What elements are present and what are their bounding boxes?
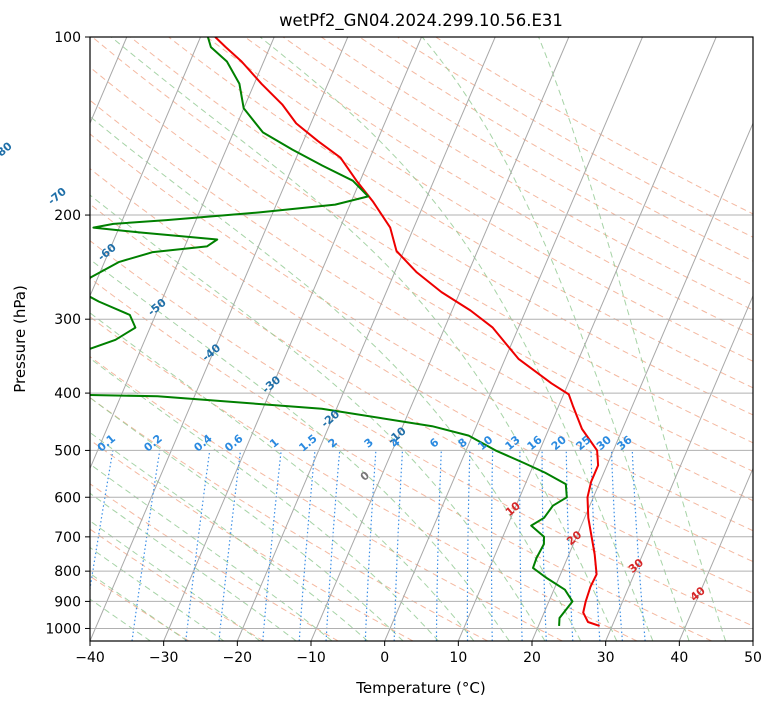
moist-adiabat-line bbox=[90, 520, 261, 641]
temperature-line bbox=[214, 37, 600, 627]
isotherm-line bbox=[531, 121, 753, 641]
isotherm-line bbox=[90, 37, 349, 641]
dry-adiabat-line bbox=[90, 99, 753, 502]
moist-adiabat-line bbox=[90, 431, 368, 641]
y-axis-title: Pressure (hPa) bbox=[11, 285, 29, 393]
dry-adiabat-line bbox=[90, 397, 488, 641]
moist-adiabat-line bbox=[90, 194, 546, 641]
mixing-ratio-line bbox=[131, 450, 161, 641]
x-tick-label: −10 bbox=[296, 650, 326, 666]
axes: −40 −30 −20 −10 0 10 20 30 40 50 100 200 300 400 500 60… bbox=[45, 30, 762, 666]
y-tick-label: 600 bbox=[54, 490, 81, 506]
isotherm-line bbox=[90, 37, 275, 470]
moist-adiabat-line bbox=[90, 463, 333, 641]
isotherm-line bbox=[605, 294, 753, 641]
dry-adiabat-line bbox=[167, 37, 753, 389]
y-tick-label: 700 bbox=[54, 530, 81, 546]
mixing-ratio-line bbox=[218, 450, 242, 641]
x-tick-label: 50 bbox=[744, 650, 762, 666]
isotherm-line bbox=[163, 37, 422, 641]
dry-adiabat-line bbox=[90, 439, 414, 641]
y-tick-label: 100 bbox=[54, 30, 81, 46]
dewpoint-line bbox=[90, 37, 574, 626]
isotherm-line bbox=[457, 37, 717, 641]
moist-adiabat-line bbox=[110, 37, 618, 641]
isotherm-line bbox=[236, 37, 496, 641]
dry-adiabat-line bbox=[90, 356, 563, 641]
isotherm-line bbox=[384, 37, 643, 641]
y-tick-label: 900 bbox=[54, 594, 81, 610]
isotherm-line bbox=[310, 37, 570, 641]
y-tick-label: 300 bbox=[54, 312, 81, 328]
sounding-lines bbox=[90, 37, 600, 627]
dry-adiabat-line bbox=[90, 203, 753, 594]
x-tick-label: 0 bbox=[380, 650, 389, 666]
moist-adiabat-line bbox=[90, 572, 188, 641]
moist-adiabat-line bbox=[421, 37, 690, 641]
y-tick-label: 200 bbox=[54, 208, 81, 224]
chart-title: wetPf2_GN04.2024.299.10.56.E31 bbox=[279, 11, 563, 31]
moist-adiabat-line bbox=[538, 37, 726, 641]
x-axis-title: Temperature (°C) bbox=[355, 679, 485, 697]
moist-adiabat-line bbox=[90, 312, 475, 641]
x-tick-label: 30 bbox=[597, 650, 615, 666]
dry-adiabat-line bbox=[90, 240, 753, 627]
x-tick-label: 10 bbox=[449, 650, 467, 666]
isotherm-line bbox=[90, 37, 201, 298]
dry-adiabat-line bbox=[90, 168, 753, 563]
y-tick-label: 1000 bbox=[45, 621, 81, 637]
moist-adiabat-line bbox=[90, 397, 404, 641]
x-tick-label: 40 bbox=[670, 650, 688, 666]
y-tick-label: 400 bbox=[54, 386, 81, 402]
plot-frame bbox=[89, 36, 754, 642]
dry-adiabat-line bbox=[90, 277, 712, 641]
moist-adiabat-line bbox=[259, 37, 654, 641]
moist-adiabat-line bbox=[90, 492, 297, 641]
dry-adiabat-line bbox=[90, 483, 339, 641]
moist-adiabat-line bbox=[90, 115, 582, 641]
mixing-ratio-line bbox=[262, 450, 282, 641]
mixing-ratio-line bbox=[185, 450, 211, 641]
x-tick-label: 20 bbox=[523, 650, 541, 666]
plot-area bbox=[90, 37, 753, 641]
x-tick-label: −40 bbox=[75, 650, 105, 666]
y-tick-label: 500 bbox=[54, 443, 81, 459]
dry-adiabat-line bbox=[90, 316, 638, 641]
moist-adiabat-line bbox=[90, 546, 225, 641]
moist-adiabat-line bbox=[90, 357, 439, 641]
dry-adiabat-line bbox=[90, 528, 264, 641]
isotherm-line bbox=[678, 467, 753, 641]
dry-adiabat-line bbox=[90, 133, 753, 532]
dry-adiabat-line bbox=[282, 37, 753, 311]
mixing-ratio-line bbox=[90, 450, 114, 593]
y-tick-label: 800 bbox=[54, 564, 81, 580]
x-tick-label: −30 bbox=[149, 650, 179, 666]
x-tick-label: −20 bbox=[223, 650, 253, 666]
